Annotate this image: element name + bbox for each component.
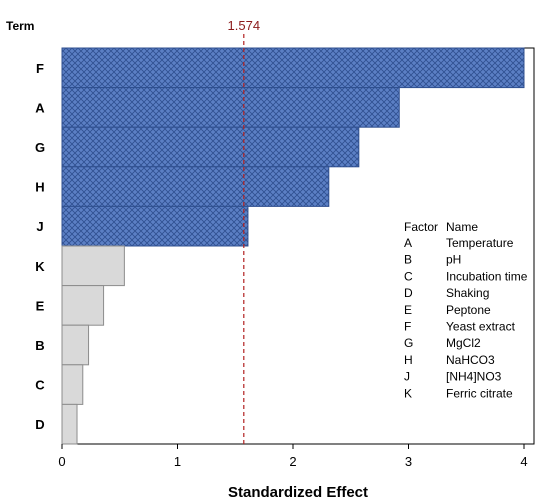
- legend-name-F: Yeast extract: [446, 320, 516, 334]
- x-tick-label-3: 3: [405, 454, 412, 469]
- legend-name-J: [NH4]NO3: [446, 370, 502, 384]
- bars-group: [61, 47, 525, 445]
- bar-H: [61, 166, 330, 207]
- term-label-K: K: [35, 259, 45, 274]
- legend-factor-A: A: [404, 236, 412, 250]
- reference-line-label: 1.574: [228, 18, 261, 33]
- term-label-H: H: [35, 180, 44, 195]
- legend-name-B: pH: [446, 253, 461, 267]
- legend-name-C: Incubation time: [446, 269, 528, 283]
- term-label-F: F: [36, 61, 44, 76]
- term-label-D: D: [35, 417, 44, 432]
- bar-K: [61, 245, 125, 287]
- bar-G: [61, 126, 360, 168]
- factor-legend: Factor Name A Temperature B pH C Incubation t…: [404, 220, 528, 400]
- term-axis-title: Term: [6, 19, 34, 33]
- x-axis-ticks: 0 1 2 3 4: [58, 444, 528, 469]
- bar-A: [61, 87, 400, 128]
- term-label-G: G: [35, 140, 45, 155]
- legend-name-D: Shaking: [446, 286, 489, 300]
- legend-factor-F: F: [404, 320, 411, 334]
- legend-factor-D: D: [404, 286, 413, 300]
- x-tick-label-1: 1: [174, 454, 181, 469]
- legend-name-A: Temperature: [446, 236, 514, 250]
- bar-C: [61, 364, 84, 405]
- legend-name-E: Peptone: [446, 303, 491, 317]
- legend-factor-G: G: [404, 336, 413, 350]
- bar-B: [61, 324, 90, 366]
- term-labels: F A G H J K E B C D: [35, 61, 45, 432]
- x-tick-label-2: 2: [289, 454, 296, 469]
- legend-factor-H: H: [404, 353, 413, 367]
- term-label-J: J: [36, 219, 43, 234]
- legend-factor-K: K: [404, 386, 412, 400]
- term-label-A: A: [35, 100, 45, 115]
- legend-factor-B: B: [404, 253, 412, 267]
- legend-factor-E: E: [404, 303, 412, 317]
- legend-factor-C: C: [404, 269, 413, 283]
- legend-header-name: Name: [446, 220, 478, 234]
- bar-F: [61, 47, 525, 89]
- x-axis-title: Standardized Effect: [228, 484, 368, 501]
- bar-D: [61, 403, 78, 445]
- term-label-C: C: [35, 378, 45, 393]
- legend-name-H: NaHCO3: [446, 353, 495, 367]
- x-tick-label-4: 4: [520, 454, 527, 469]
- legend-factor-J: J: [404, 370, 410, 384]
- bar-E: [61, 285, 105, 326]
- term-label-E: E: [36, 298, 45, 313]
- x-tick-label-0: 0: [58, 454, 65, 469]
- term-label-B: B: [35, 338, 44, 353]
- legend-name-K: Ferric citrate: [446, 386, 513, 400]
- legend-name-G: MgCl2: [446, 336, 481, 350]
- legend-header-factor: Factor: [404, 220, 438, 234]
- bar-J: [61, 205, 249, 247]
